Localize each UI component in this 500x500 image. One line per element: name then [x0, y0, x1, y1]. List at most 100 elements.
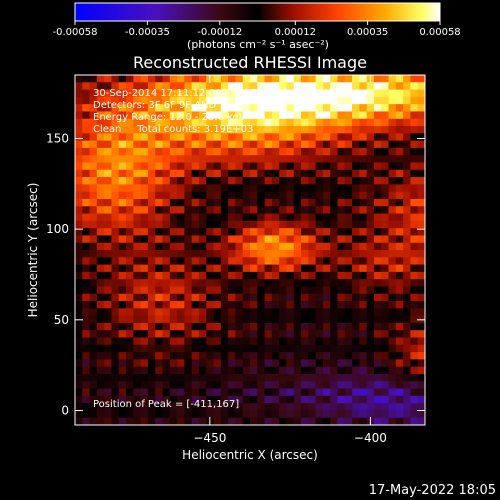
heatmap-cell — [293, 235, 302, 244]
heatmap-cell — [352, 96, 360, 105]
heatmap-cell — [198, 344, 207, 353]
heatmap-cell — [89, 169, 98, 178]
heatmap-cell — [162, 308, 171, 317]
heatmap-cell — [213, 126, 222, 134]
heatmap-cell — [279, 366, 287, 375]
heatmap-cell — [206, 257, 214, 265]
heatmap-cell — [373, 191, 382, 200]
heatmap-cell — [126, 410, 134, 419]
heatmap-cell — [286, 89, 295, 98]
heatmap-cell — [286, 75, 295, 83]
heatmap-cell — [198, 169, 207, 178]
heatmap-cell — [213, 75, 222, 83]
heatmap-cell — [213, 279, 222, 287]
heatmap-cell — [250, 388, 258, 397]
heatmap-cell — [184, 417, 193, 426]
heatmap-cell — [330, 352, 338, 360]
heatmap-cell — [250, 337, 258, 346]
heatmap-cell — [162, 198, 171, 207]
heatmap-cell — [206, 308, 214, 317]
heatmap-cell — [126, 330, 134, 338]
heatmap-cell — [359, 344, 368, 353]
heatmap-cell — [111, 250, 120, 258]
heatmap-cell — [410, 381, 419, 389]
heatmap-cell — [89, 82, 98, 90]
heatmap-cell — [271, 206, 280, 214]
heatmap-cell — [75, 104, 83, 112]
heatmap-cell — [184, 235, 193, 244]
heatmap-cell — [147, 279, 156, 287]
heatmap-cell — [191, 257, 200, 265]
heatmap-cell — [286, 213, 295, 222]
heatmap-cell — [344, 264, 353, 273]
heatmap-cell — [403, 279, 411, 287]
heatmap-cell — [373, 257, 382, 265]
heatmap-cell — [366, 373, 375, 382]
heatmap-cell — [366, 359, 375, 368]
heatmap-cell — [279, 147, 287, 156]
heatmap-cell — [147, 104, 156, 112]
heatmap-cell — [264, 104, 273, 112]
heatmap-cell — [410, 250, 419, 258]
heatmap-cell — [155, 395, 163, 404]
heatmap-cell — [126, 177, 134, 185]
heatmap-cell — [96, 403, 105, 411]
heatmap-cell — [89, 147, 98, 156]
heatmap-cell — [140, 264, 149, 273]
heatmap-cell — [220, 286, 229, 295]
heatmap-cell — [293, 126, 302, 134]
heatmap-cell — [133, 191, 142, 200]
heatmap-cell — [359, 126, 368, 134]
heatmap-cell — [257, 147, 265, 156]
heatmap-cell — [373, 388, 382, 397]
heatmap-cell — [301, 264, 309, 273]
heatmap-cell — [271, 162, 280, 171]
heatmap-cell — [373, 242, 382, 251]
heatmap-cell — [206, 279, 214, 287]
heatmap-cell — [140, 293, 149, 302]
heatmap-cell — [104, 89, 112, 98]
heatmap-cell — [359, 403, 368, 411]
heatmap-cell — [410, 286, 419, 295]
colorbar: -0.00058 -0.00035 -0.00012 0.00012 0.00035 0.… — [53, 2, 461, 51]
heatmap-cell — [169, 242, 178, 251]
heatmap-cell — [220, 366, 229, 375]
heatmap-cell — [417, 89, 426, 98]
heatmap-cell — [279, 286, 287, 295]
heatmap-cell — [220, 373, 229, 382]
heatmap-cell — [111, 264, 120, 273]
heatmap-cell — [257, 344, 265, 353]
heatmap-cell — [111, 89, 120, 98]
heatmap-cell — [169, 410, 178, 419]
heatmap-cell — [322, 191, 331, 200]
heatmap-cell — [213, 301, 222, 309]
heatmap-cell — [286, 118, 295, 127]
heatmap-cell — [242, 206, 251, 214]
heatmap-cell — [118, 301, 127, 309]
heatmap-cell — [322, 257, 331, 265]
heatmap-cell — [162, 293, 171, 302]
heatmap-cell — [111, 118, 120, 127]
heatmap-cell — [177, 308, 185, 317]
heatmap-cell — [388, 359, 397, 368]
heatmap-cell — [308, 388, 317, 397]
heatmap-cell — [96, 111, 105, 120]
heatmap-cell — [162, 111, 171, 120]
heatmap-cell — [206, 286, 214, 295]
heatmap-cell — [75, 330, 83, 338]
heatmap-cell — [75, 111, 83, 120]
heatmap-cell — [330, 330, 338, 338]
heatmap-cell — [286, 286, 295, 295]
heatmap-cell — [191, 133, 200, 142]
heatmap-cell — [381, 89, 389, 98]
heatmap-cell — [191, 250, 200, 258]
heatmap-cell — [271, 177, 280, 185]
heatmap-cell — [264, 271, 273, 280]
heatmap-cell — [286, 279, 295, 287]
heatmap-cell — [250, 169, 258, 178]
heatmap-cell — [82, 206, 90, 214]
heatmap-cell — [126, 366, 134, 375]
heatmap-cell — [395, 89, 404, 98]
heatmap-cell — [111, 337, 120, 346]
heatmap-cell — [301, 177, 309, 185]
